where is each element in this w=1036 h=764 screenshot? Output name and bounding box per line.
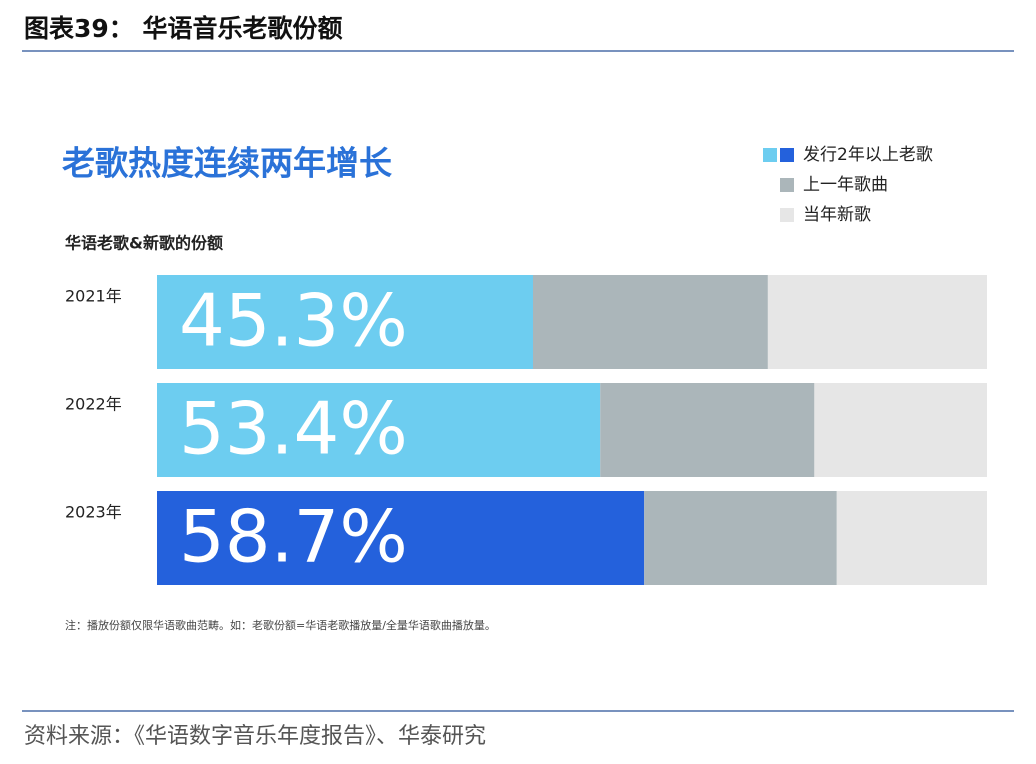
bar-segment — [157, 491, 645, 585]
header-title: 图表39： 华语音乐老歌份额 — [24, 14, 343, 43]
y-tick-label: 2022年 — [65, 395, 122, 414]
legend-swatch — [780, 208, 794, 222]
bar-segment — [157, 275, 533, 369]
footer-source: 资料来源：《华语数字音乐年度报告》、华泰研究 — [24, 724, 486, 749]
bar-segment — [157, 383, 601, 477]
data-label: 45.3% — [179, 279, 408, 363]
bar-segment — [600, 383, 815, 477]
bar-segment — [814, 383, 987, 477]
chart-note: 注：播放份额仅限华语歌曲范畴。如：老歌份额=华语老歌播放量/全量华语歌曲播放量。 — [65, 618, 496, 632]
legend-label: 发行2年以上老歌 — [803, 145, 933, 165]
data-label: 58.7% — [179, 495, 408, 579]
legend-swatch — [780, 148, 794, 162]
chart-subtitle: 华语老歌&新歌的份额 — [65, 234, 223, 253]
y-tick-label: 2023年 — [65, 503, 122, 522]
bar-segment — [836, 491, 987, 585]
bar-segment — [532, 275, 768, 369]
bar-segment — [767, 275, 987, 369]
bar-segment — [644, 491, 837, 585]
chart-title: 老歌热度连续两年增长 — [62, 144, 392, 183]
legend-swatch — [780, 178, 794, 192]
legend-label: 上一年歌曲 — [803, 175, 888, 195]
legend-label: 当年新歌 — [803, 205, 871, 225]
y-tick-label: 2021年 — [65, 287, 122, 306]
data-label: 53.4% — [179, 387, 408, 471]
legend-swatch — [763, 148, 777, 162]
